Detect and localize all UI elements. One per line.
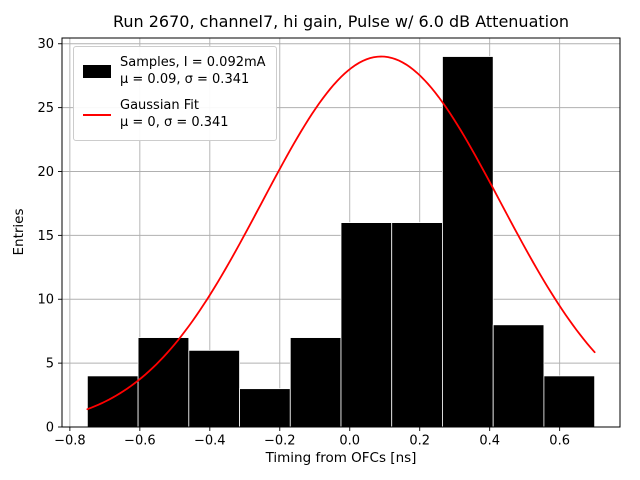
chart-title: Run 2670, channel7, hi gain, Pulse w/ 6.…: [112, 12, 570, 31]
y-axis-label: Entries: [11, 208, 27, 256]
x-tick-label: 0.0: [339, 434, 360, 449]
histogram-bars: [86, 56, 596, 428]
x-tick-label: −0.4: [194, 434, 226, 449]
x-tick-label: 0.6: [549, 434, 570, 449]
x-tick-label: 0.4: [479, 434, 500, 449]
y-tick-label: 15: [37, 229, 54, 244]
gaussian-fit-swatch-icon: [83, 113, 111, 116]
histogram-bar: [137, 337, 190, 428]
legend-entry-samples: Samples, I = 0.092mA μ = 0.09, σ = 0.341: [83, 55, 266, 89]
histogram-bar: [442, 56, 494, 428]
x-tick-label: −0.6: [124, 434, 156, 449]
legend-samples-stats: μ = 0.09, σ = 0.341: [120, 71, 250, 87]
y-tick-label: 10: [37, 293, 54, 308]
y-tick-label: 20: [37, 165, 54, 180]
x-tick-label: −0.2: [264, 434, 296, 449]
histogram-bar: [340, 222, 393, 428]
axes-frame: [61, 37, 621, 428]
legend-entry-gaussian-fit: Gaussian Fit μ = 0, σ = 0.341: [83, 98, 266, 132]
x-tick-label: 0.2: [409, 434, 430, 449]
histogram-bar: [188, 349, 240, 428]
x-axis-label: Timing from OFCs [ns]: [265, 450, 417, 466]
y-tick-label: 30: [37, 37, 54, 52]
axis-ticks: −0.8 −0.6 −0.4 −0.2 0.0 0.2 0.4 0.6 0 5 10 15 20 25 30: [37, 37, 570, 448]
y-tick-label: 5: [46, 357, 54, 372]
histogram-bar: [289, 337, 342, 428]
histogram-bar: [492, 324, 545, 428]
histogram-bar: [86, 375, 139, 428]
legend-gaussian-stats: μ = 0, σ = 0.341: [120, 114, 229, 130]
histogram-bar: [543, 375, 596, 428]
samples-swatch-icon: [83, 65, 111, 79]
histogram-bar: [239, 388, 291, 428]
x-tick-label: −0.8: [54, 434, 86, 449]
gaussian-fit-curve: [86, 55, 596, 411]
histogram-bar: [391, 222, 443, 428]
legend: Samples, I = 0.092mA μ = 0.09, σ = 0.341…: [73, 46, 277, 141]
legend-gaussian-label: Gaussian Fit: [120, 97, 200, 113]
y-tick-label: 0: [46, 421, 54, 436]
y-tick-label: 25: [37, 101, 54, 116]
legend-samples-label: Samples, I = 0.092mA: [120, 55, 266, 70]
